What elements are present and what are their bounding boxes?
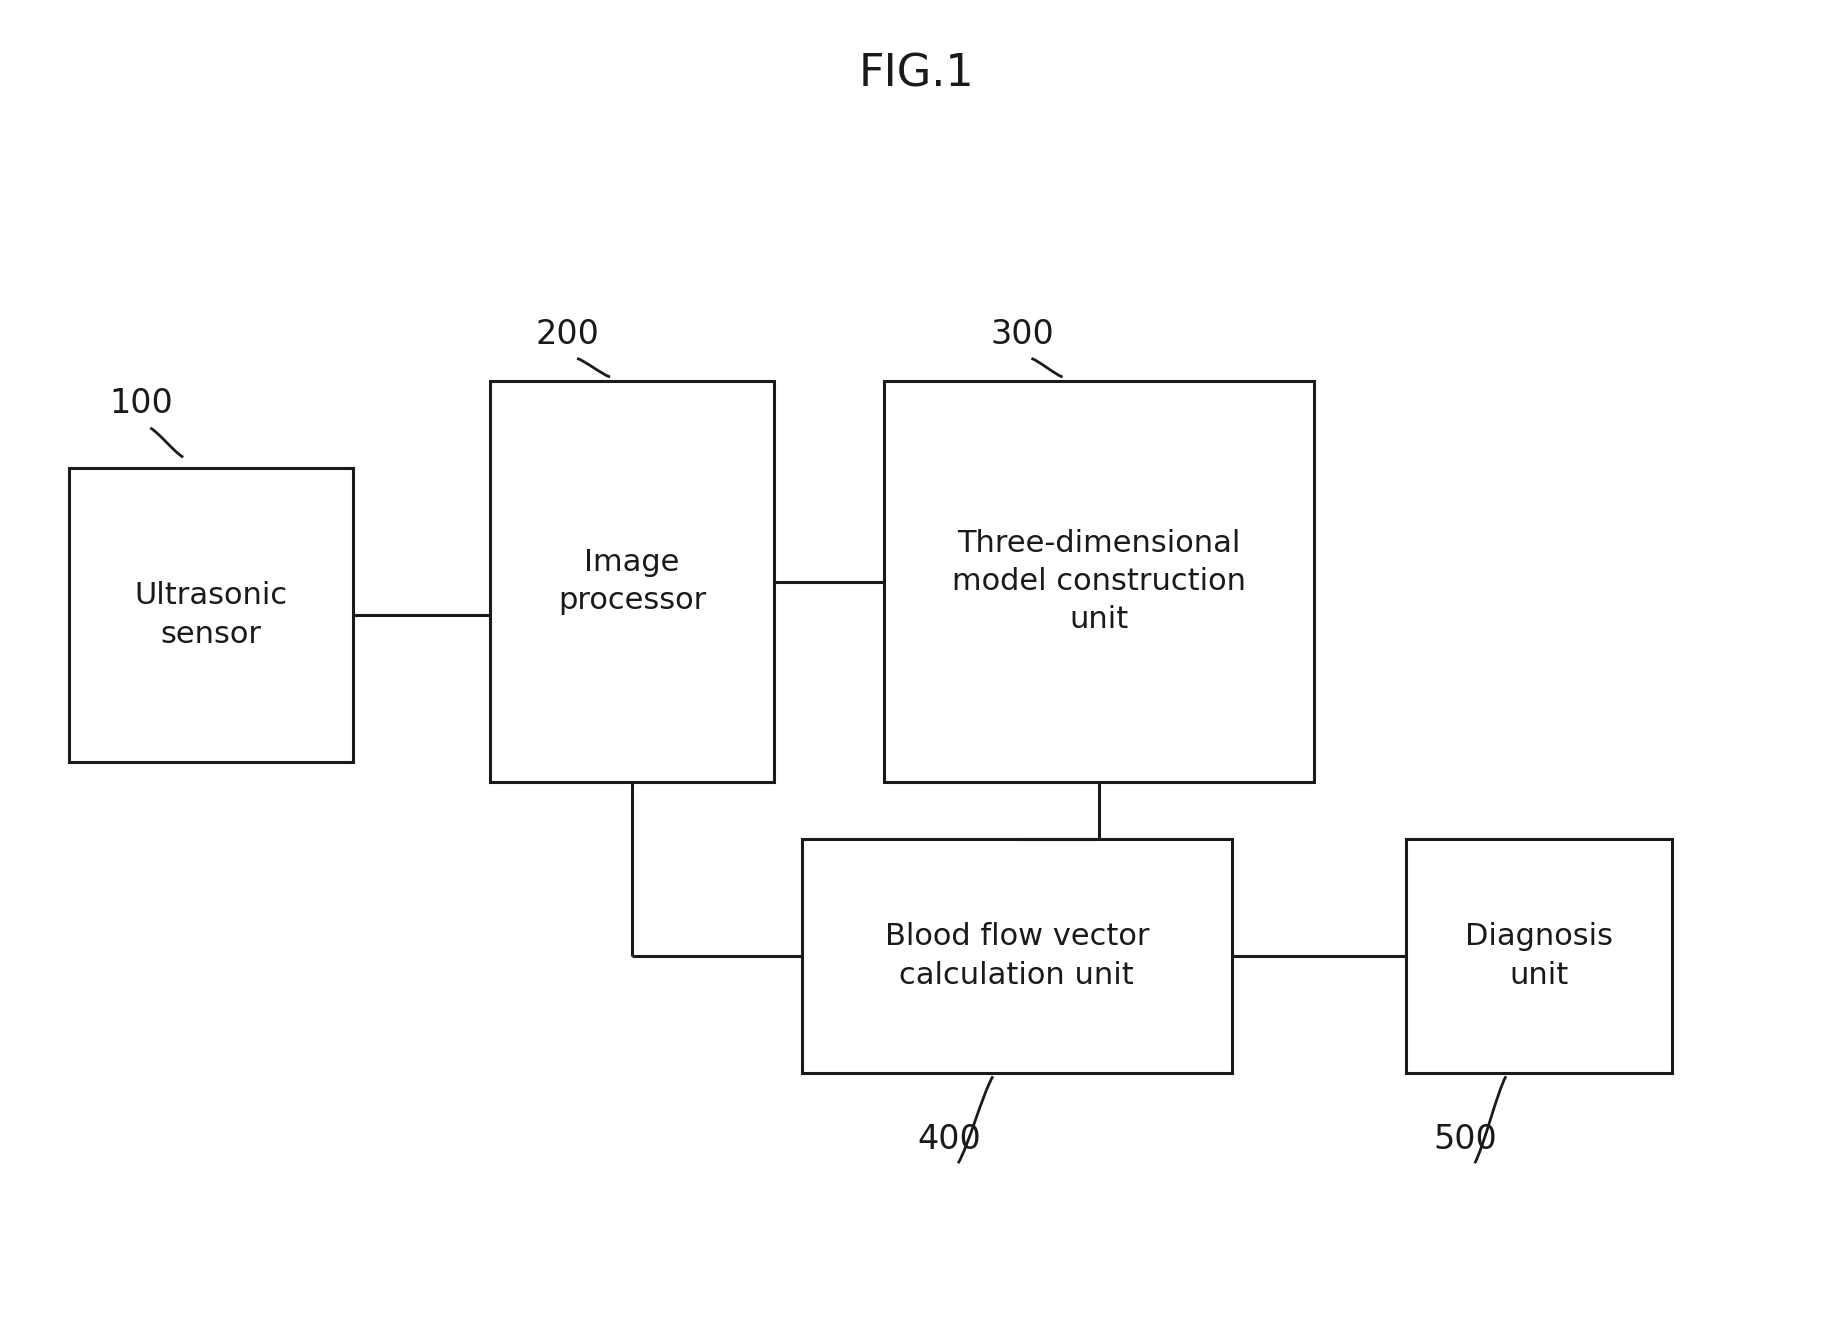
Text: Three-dimensional
model construction
unit: Three-dimensional model construction uni… [953,529,1246,634]
Text: 400: 400 [918,1123,980,1155]
Text: Image
processor: Image processor [559,548,705,615]
Bar [802,840,1233,1072]
Text: Blood flow vector
calculation unit: Blood flow vector calculation unit [885,923,1149,989]
Text: 300: 300 [991,318,1053,350]
Text: 500: 500 [1434,1123,1497,1155]
Bar [489,381,773,782]
Text: Diagnosis
unit: Diagnosis unit [1466,923,1612,989]
Bar [883,381,1315,782]
Text: 100: 100 [110,388,172,420]
Text: Ultrasonic
sensor: Ultrasonic sensor [134,582,288,648]
Text: FIG.1: FIG.1 [857,52,975,95]
Bar [1407,840,1671,1072]
Bar [70,468,352,762]
Text: 200: 200 [537,318,599,350]
